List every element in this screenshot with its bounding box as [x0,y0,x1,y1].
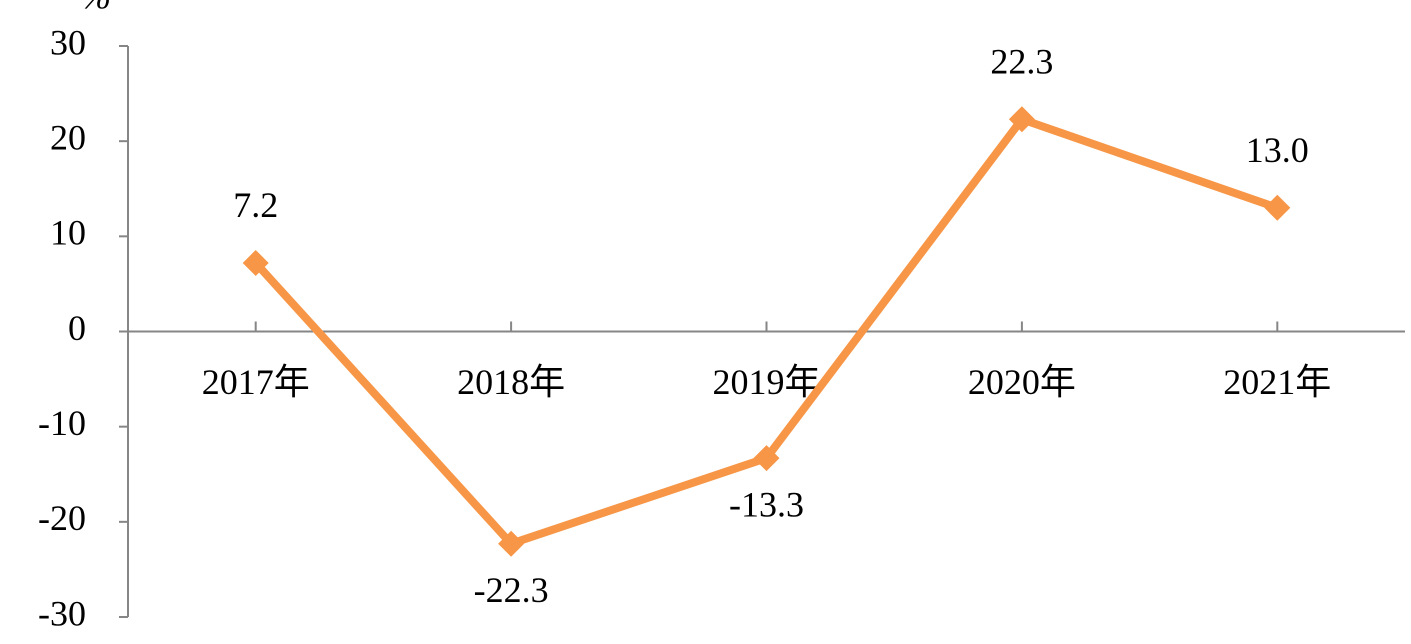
y-tick-label: -20 [38,498,86,538]
marker [753,445,780,472]
x-tick-label: 2017年 [202,362,310,402]
y-tick-label: 20 [50,117,86,157]
value-label: -22.3 [474,570,549,610]
y-tick-label: -10 [38,403,86,443]
x-tick-label: 2021年 [1223,362,1331,402]
marker [1008,106,1035,133]
value-label: 13.0 [1246,130,1309,170]
x-tick-label: 2020年 [968,362,1076,402]
value-label: 7.2 [233,185,278,225]
y-tick-label: 10 [50,213,86,253]
marker [1264,194,1291,221]
y-tick-label: 0 [68,308,86,348]
y-tick-label: -30 [38,593,86,633]
value-label: 22.3 [990,42,1053,82]
marker [242,249,269,276]
y-tick-label: 30 [50,22,86,62]
x-tick-label: 2018年 [457,362,565,402]
y-axis-label: % [81,0,111,16]
value-label: -13.3 [729,484,804,524]
marker [498,530,525,557]
x-tick-label: 2019年 [712,362,820,402]
